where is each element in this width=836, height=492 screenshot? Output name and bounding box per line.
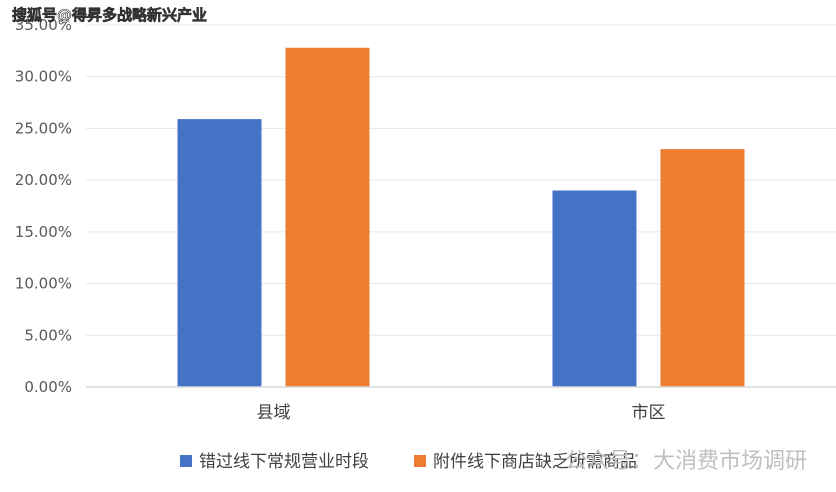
y-tick-label: 5.00%	[24, 326, 72, 344]
legend-label: 附件线下商店缺乏所需商品	[433, 452, 637, 472]
y-axis-tick-labels: 0.00% 5.00% 10.00% 15.00% 20.00% 25.00% 30.00%…	[15, 16, 72, 396]
bars	[177, 47, 745, 388]
legend-swatch	[414, 455, 426, 467]
bar-series2-cat2	[660, 149, 745, 387]
y-tick-label: 25.00%	[15, 119, 72, 137]
y-tick-label: 15.00%	[15, 223, 72, 241]
bar-series2-cat1	[285, 47, 370, 388]
y-tick-label: 35.00%	[15, 16, 72, 34]
bar-series1-cat1	[177, 119, 262, 388]
watermark-top: 搜狐号@得昇多战略新兴产业	[12, 6, 207, 24]
bar-series1-cat2	[552, 190, 637, 387]
legend-swatch	[180, 455, 192, 467]
y-tick-label: 0.00%	[24, 378, 72, 396]
watermark-bottom: 公众号：大消费市场调研	[565, 449, 807, 474]
y-tick-label: 20.00%	[15, 171, 72, 189]
legend: 错过线下常规营业时段 附件线下商店缺乏所需商品	[180, 452, 637, 472]
x-category-label: 市区	[632, 403, 666, 423]
x-category-label: 县域	[257, 403, 291, 423]
legend-label: 错过线下常规营业时段	[199, 452, 369, 472]
y-tick-label: 30.00%	[15, 68, 72, 86]
y-tick-label: 10.00%	[15, 275, 72, 293]
x-axis-category-labels: 县域 市区	[257, 403, 666, 423]
